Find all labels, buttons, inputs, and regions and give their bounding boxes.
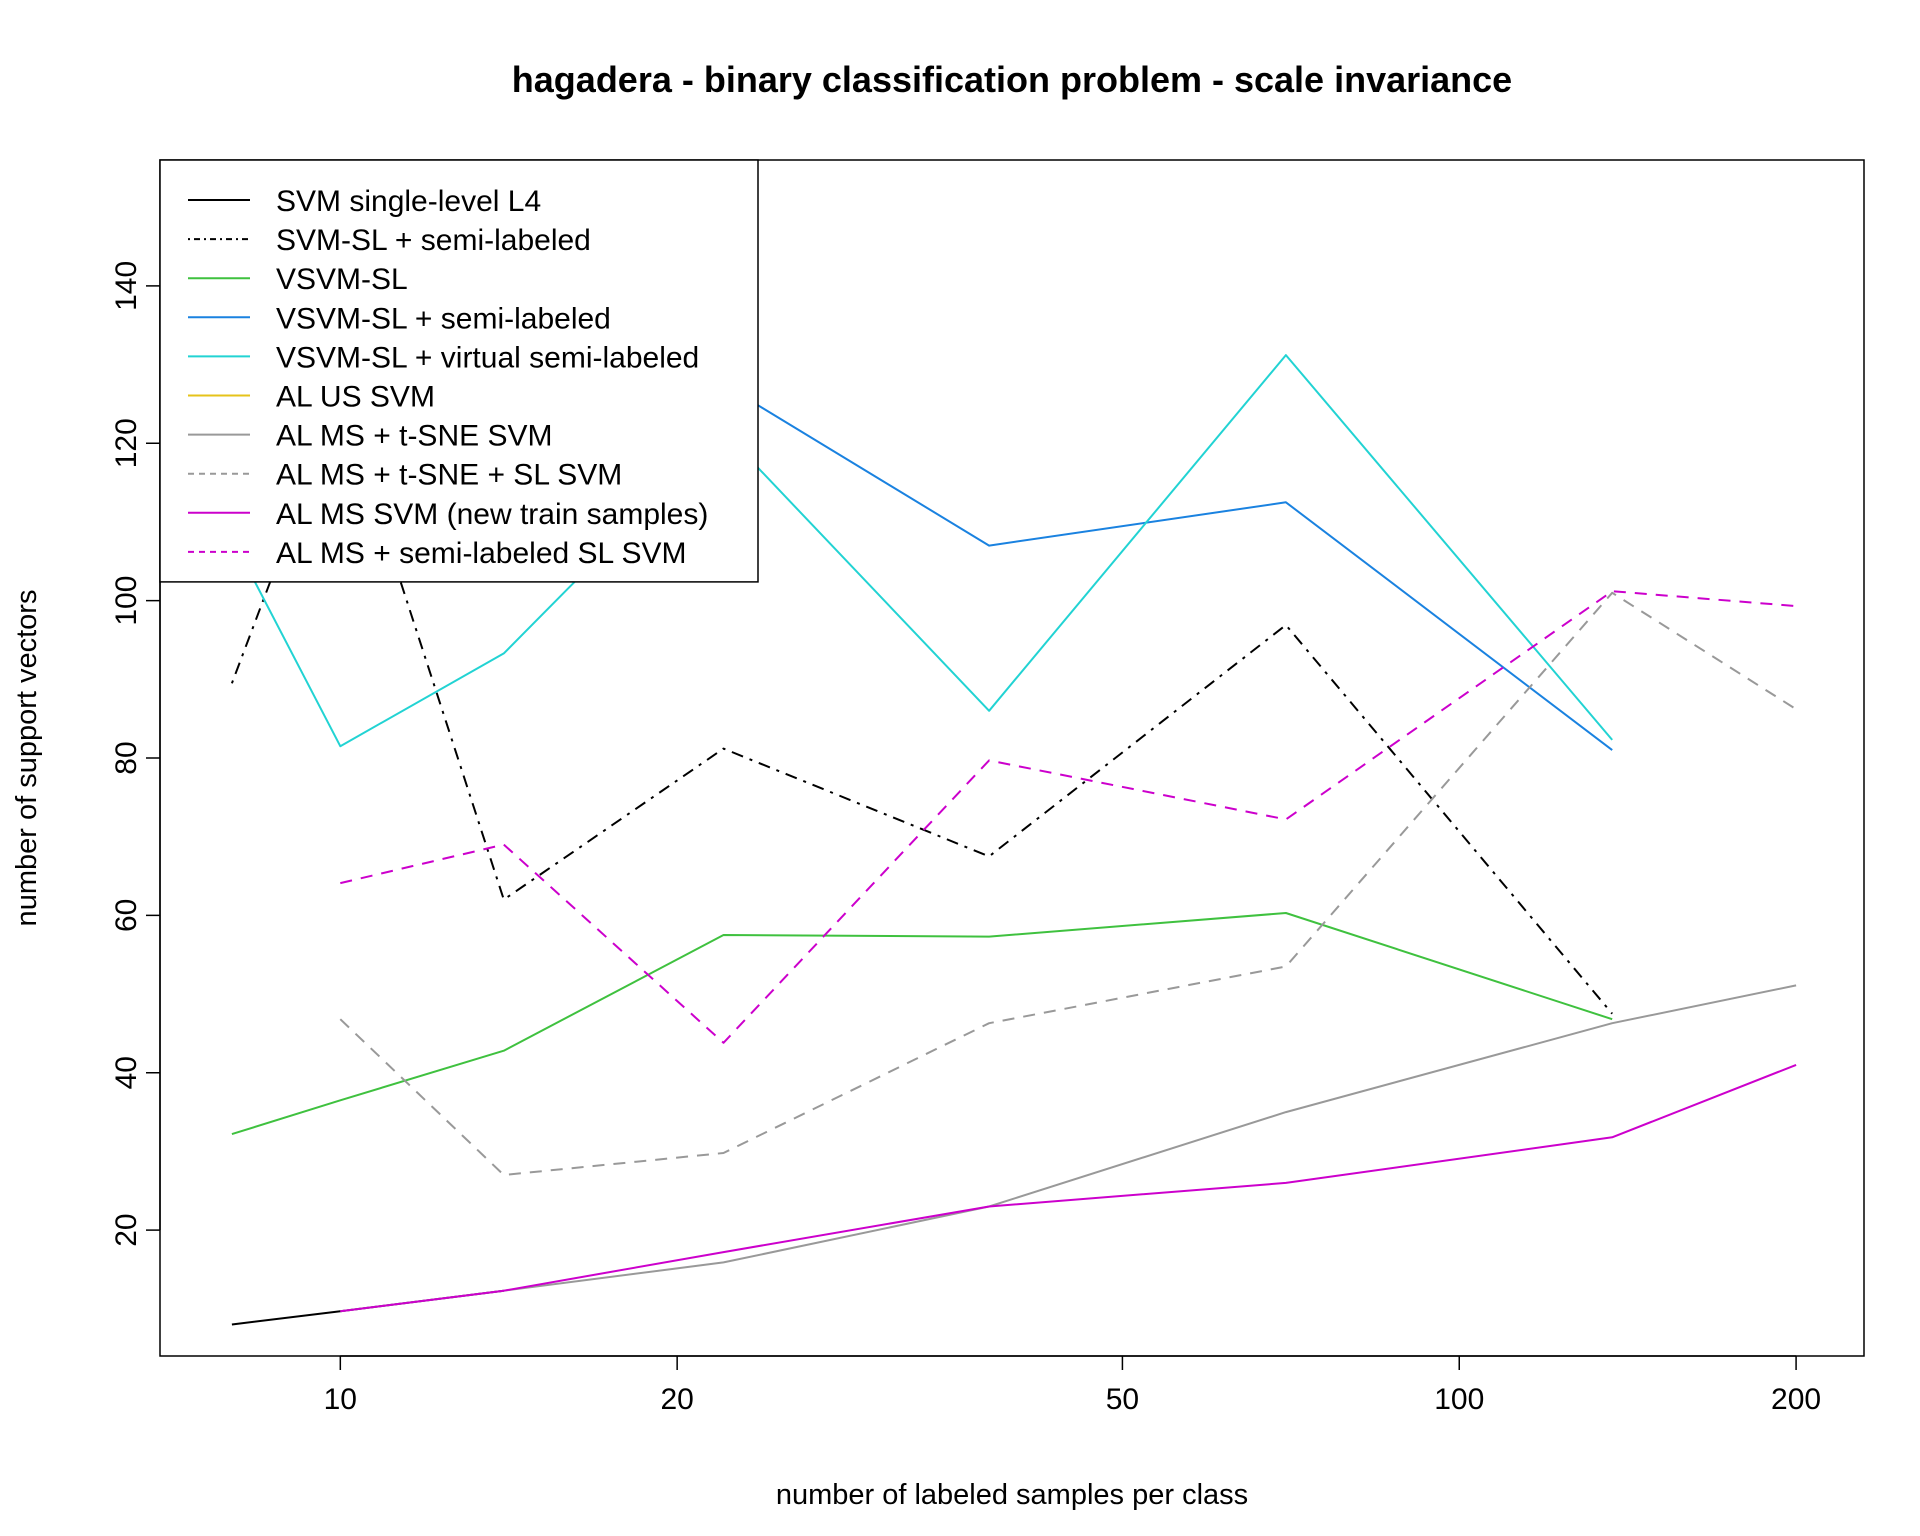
y-tick-label-6: 140 — [110, 261, 143, 311]
legend-label-2: VSVM-SL — [276, 263, 408, 296]
x-tick-label-3: 100 — [1434, 1383, 1484, 1416]
y-axis-label: number of support vectors — [11, 590, 43, 927]
legend-label-6: AL MS + t-SNE SVM — [276, 420, 552, 453]
y-tick-label-1: 40 — [110, 1056, 143, 1089]
x-tick-label-4: 200 — [1771, 1383, 1821, 1416]
legend-box — [159, 159, 759, 583]
legend-label-0: SVM single-level L4 — [276, 185, 541, 218]
series-line-6 — [340, 984, 1797, 1313]
legend-label-7: AL MS + t-SNE + SL SVM — [276, 459, 622, 492]
legend-label-5: AL US SVM — [276, 381, 435, 414]
x-axis: 10 20 50 100 200 — [324, 1355, 1821, 1416]
chart-title: hagadera - binary classification problem… — [512, 59, 1512, 100]
series-line-8 — [340, 1063, 1797, 1313]
y-tick-label-4: 100 — [110, 576, 143, 626]
series-line-9 — [340, 590, 1797, 1044]
y-tick-label-2: 60 — [110, 899, 143, 932]
x-axis-label: number of labeled samples per class — [776, 1479, 1248, 1511]
legend-label-3: VSVM-SL + semi-labeled — [276, 302, 611, 335]
legend-label-1: SVM-SL + semi-labeled — [276, 224, 591, 257]
y-axis: 20 40 60 80 100 120 140 — [110, 261, 161, 1247]
y-tick-label-5: 120 — [110, 418, 143, 468]
x-tick-label-1: 20 — [660, 1383, 693, 1416]
legend-label-4: VSVM-SL + virtual semi-labeled — [276, 341, 699, 374]
legend: SVM single-level L4 SVM-SL + semi-labeled… — [159, 159, 759, 583]
y-tick-label-0: 20 — [110, 1213, 143, 1246]
x-tick-label-0: 10 — [324, 1383, 357, 1416]
y-tick-label-3: 80 — [110, 741, 143, 774]
x-tick-label-2: 50 — [1106, 1383, 1139, 1416]
series-line-2 — [231, 912, 1613, 1136]
series-line-7 — [339, 591, 1797, 1176]
legend-label-9: AL MS + semi-labeled SL SVM — [276, 537, 686, 570]
legend-label-8: AL MS SVM (new train samples) — [276, 498, 708, 531]
